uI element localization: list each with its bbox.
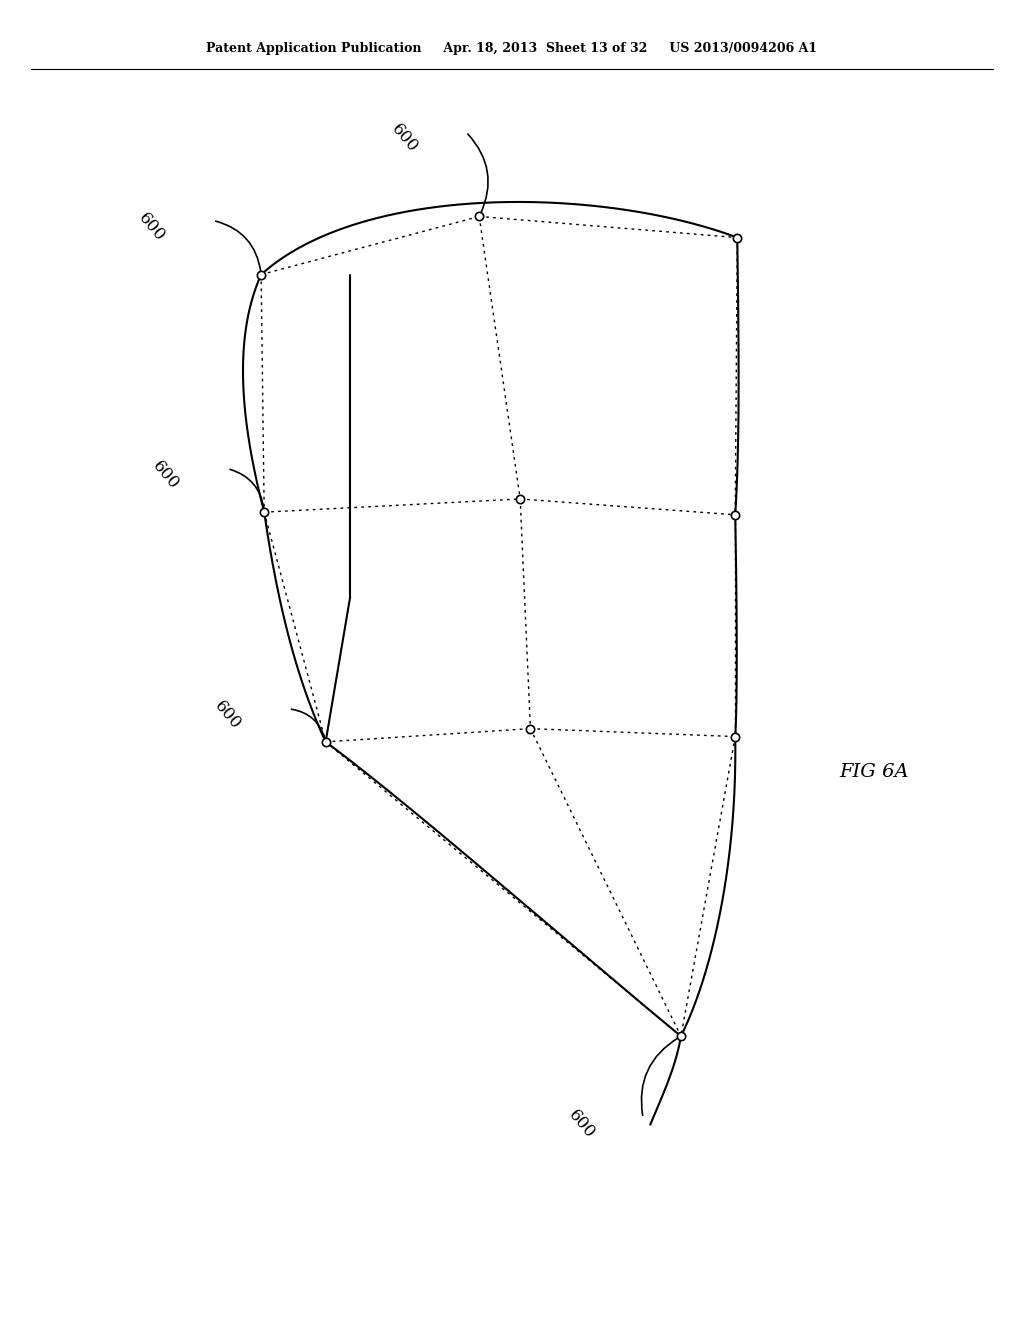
Text: 600: 600	[150, 458, 182, 492]
Text: Patent Application Publication     Apr. 18, 2013  Sheet 13 of 32     US 2013/009: Patent Application Publication Apr. 18, …	[207, 42, 817, 55]
Text: 600: 600	[565, 1107, 598, 1142]
Text: 600: 600	[135, 210, 168, 244]
Text: 600: 600	[388, 121, 421, 156]
Text: FIG 6A: FIG 6A	[840, 763, 909, 781]
Text: 600: 600	[211, 698, 244, 733]
